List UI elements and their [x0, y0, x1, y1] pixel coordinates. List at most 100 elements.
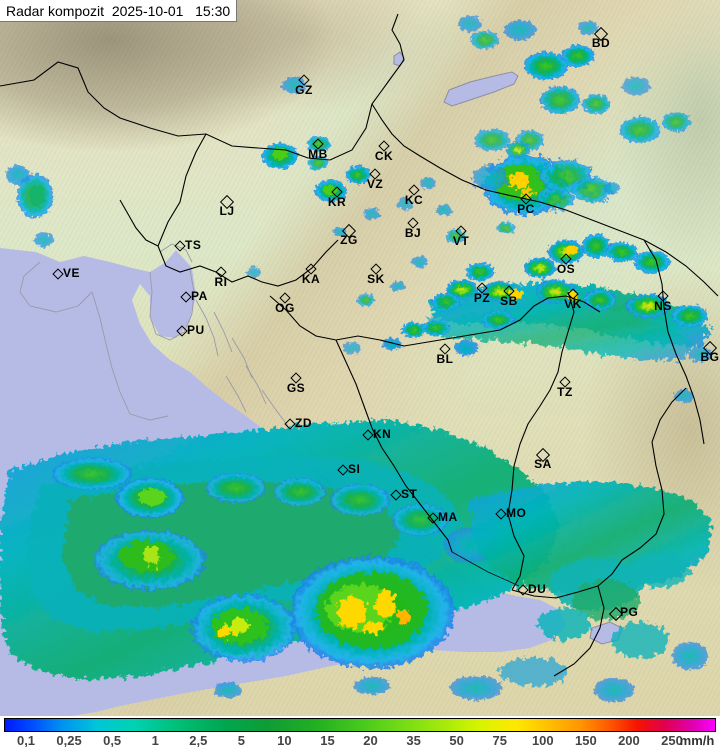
legend-tick-100: 100	[531, 733, 554, 748]
diamond-icon	[290, 372, 302, 384]
legend-tick-250: 250	[661, 733, 683, 748]
legend-tick-200: 200	[618, 733, 640, 748]
diamond-icon	[174, 240, 186, 252]
precipitation-echo-layer	[0, 16, 712, 702]
diamond-icon	[408, 184, 420, 196]
city-label: SA	[534, 457, 552, 471]
legend-tick-35: 35	[406, 733, 421, 748]
diamond-icon	[455, 225, 467, 237]
city-label: MB	[308, 147, 328, 161]
color-scale	[4, 718, 716, 732]
city-label: BG	[700, 350, 720, 364]
diamond-icon	[702, 340, 718, 356]
diamond-icon	[341, 223, 357, 239]
diamond-icon	[362, 429, 374, 441]
diamond-icon	[476, 282, 488, 294]
legend-tick-20: 20	[363, 733, 378, 748]
diamond-icon	[370, 263, 382, 275]
city-label: ZG	[340, 233, 358, 247]
city-label: LJ	[219, 204, 235, 218]
diamond-icon	[517, 584, 529, 596]
diamond-icon	[305, 263, 317, 275]
city-label: GS	[286, 381, 306, 395]
city-label: OS	[556, 262, 576, 276]
city-label: VK	[564, 297, 582, 311]
diamond-icon	[219, 194, 235, 210]
diamond-icon	[427, 512, 439, 524]
city-label: ZD	[295, 416, 312, 430]
city-label: MO	[506, 506, 527, 520]
city-label: PZ	[473, 291, 491, 305]
legend-tick-50: 50	[449, 733, 464, 748]
city-label: ST	[401, 487, 418, 501]
diamond-icon	[535, 447, 551, 463]
diamond-icon	[369, 168, 381, 180]
city-label: PU	[187, 323, 205, 337]
diamond-icon	[298, 74, 310, 86]
city-label: VT	[452, 234, 470, 248]
legend-tick-75: 75	[492, 733, 507, 748]
legend-tick-150: 150	[575, 733, 597, 748]
title-text: Radar kompozit 2025-10-01 15:30	[6, 2, 231, 19]
city-label: SB	[500, 294, 518, 308]
city-label: CK	[374, 149, 394, 163]
city-label: BD	[591, 36, 611, 50]
city-label: BJ	[404, 226, 422, 240]
diamond-icon	[657, 290, 669, 302]
city-markers-layer: BD GZ MB CK LJ VZ KC KR PC BJ ZG VT TS OS KA SK RI VE PZ SB…	[52, 26, 720, 622]
political-borders-layer	[0, 13, 719, 677]
diamond-icon	[560, 253, 572, 265]
diamond-icon	[407, 217, 419, 229]
legend-tick-labels: 0,1 0,25 0,5 1 2,5 5 10 15 20 35 50 75 100 150 200 250 m…	[0, 733, 720, 751]
legend-tick-15: 15	[320, 733, 335, 748]
city-label: NS	[654, 299, 672, 313]
legend-tick-0_1: 0,1	[16, 733, 36, 748]
title-bar: Radar kompozit 2025-10-01 15:30	[0, 0, 238, 22]
diamond-icon	[390, 489, 402, 501]
city-label: SI	[348, 462, 361, 476]
city-label: PG	[620, 605, 639, 619]
diamond-icon	[284, 418, 296, 430]
diamond-icon	[180, 291, 192, 303]
radar-map[interactable]: BD GZ MB CK LJ VZ KC KR PC BJ ZG VT TS OS KA SK RI VE PZ SB…	[0, 0, 720, 716]
diamond-icon	[337, 464, 349, 476]
legend-tick-2_5: 2,5	[189, 733, 208, 748]
city-label: VE	[63, 266, 81, 280]
diamond-icon	[52, 268, 64, 280]
city-label: KN	[373, 427, 392, 441]
city-label: MA	[438, 510, 458, 524]
diamond-icon	[279, 292, 291, 304]
diamond-icon	[331, 186, 343, 198]
legend-tick-0_5: 0,5	[103, 733, 122, 748]
color-gradient	[5, 719, 715, 731]
diamond-icon	[520, 193, 532, 205]
city-label: BL	[436, 352, 454, 366]
city-label: RI	[214, 275, 228, 289]
legend-bar: 0,1 0,25 0,5 1 2,5 5 10 15 20 35 50 75 100 150 200 250 m…	[0, 716, 720, 751]
diamond-icon	[312, 138, 324, 150]
diamond-icon	[608, 606, 624, 622]
diamond-icon	[215, 266, 227, 278]
city-label: GZ	[295, 83, 313, 97]
legend-unit-label: mm/h	[679, 733, 715, 748]
legend-tick-10: 10	[277, 733, 292, 748]
city-label: SK	[367, 272, 385, 286]
diamond-icon	[439, 343, 451, 355]
city-label: KC	[404, 193, 424, 207]
diamond-icon	[593, 26, 609, 42]
diamond-icon	[176, 325, 188, 337]
city-label: OG	[275, 301, 295, 315]
diamond-icon	[495, 508, 507, 520]
city-label: DU	[528, 582, 547, 596]
diamond-icon	[503, 285, 515, 297]
city-label: TS	[185, 238, 202, 252]
city-label: PA	[191, 289, 208, 303]
city-label: KA	[301, 272, 321, 286]
city-label: PC	[517, 202, 535, 216]
legend-tick-0_25: 0,25	[56, 733, 82, 748]
city-label: VZ	[366, 177, 384, 191]
city-label: KR	[327, 195, 347, 209]
diamond-icon	[559, 376, 571, 388]
city-label: TZ	[557, 385, 573, 399]
